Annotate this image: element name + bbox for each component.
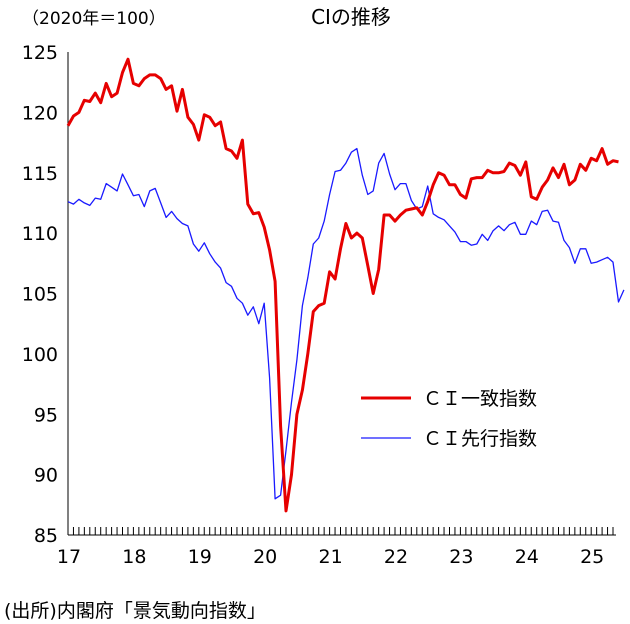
- x-tick-label: 20: [253, 546, 277, 568]
- x-tick-label: 25: [580, 546, 604, 568]
- y-tick-labels: 125 120 115 110 105 100 95 90 85: [22, 42, 58, 547]
- x-tick-label: 18: [122, 546, 146, 568]
- y-tick-label: 100: [22, 344, 58, 366]
- y-tick-label: 95: [34, 404, 58, 426]
- y-tick-label: 110: [22, 223, 58, 245]
- x-tick-labels: 17 18 19 20 21 22 23 24 25: [57, 546, 604, 568]
- x-tick-label: 22: [384, 546, 408, 568]
- y-tick-label: 115: [22, 163, 58, 185]
- x-tick-label: 17: [57, 546, 81, 568]
- x-minor-ticks: [72, 527, 614, 535]
- source-note: (出所)内閣府「景気動向指数」: [4, 600, 266, 622]
- x-tick-label: 23: [449, 546, 473, 568]
- y-tick-label: 125: [22, 42, 58, 64]
- y-tick-label: 90: [34, 465, 58, 487]
- legend-label-coincident: ＣＩ一致指数: [423, 388, 537, 410]
- legend: ＣＩ一致指数 ＣＩ先行指数: [361, 388, 537, 450]
- y-tick-label: 120: [22, 102, 58, 124]
- chart-title: CIの推移: [311, 5, 391, 29]
- plot-area: 125 120 115 110 105 100 95 90 85 17 18 19 20 21 22 23 2…: [22, 42, 625, 568]
- y-tick-label: 105: [22, 284, 58, 306]
- y-tick-label: 85: [34, 525, 58, 547]
- series-line-coincident-index: [66, 57, 619, 513]
- series-line-leading-index: [67, 147, 625, 500]
- legend-label-leading: ＣＩ先行指数: [423, 428, 537, 450]
- x-tick-label: 19: [188, 546, 212, 568]
- unit-note: （2020年＝100）: [22, 9, 166, 29]
- x-tick-label: 24: [515, 546, 539, 568]
- x-tick-label: 21: [319, 546, 343, 568]
